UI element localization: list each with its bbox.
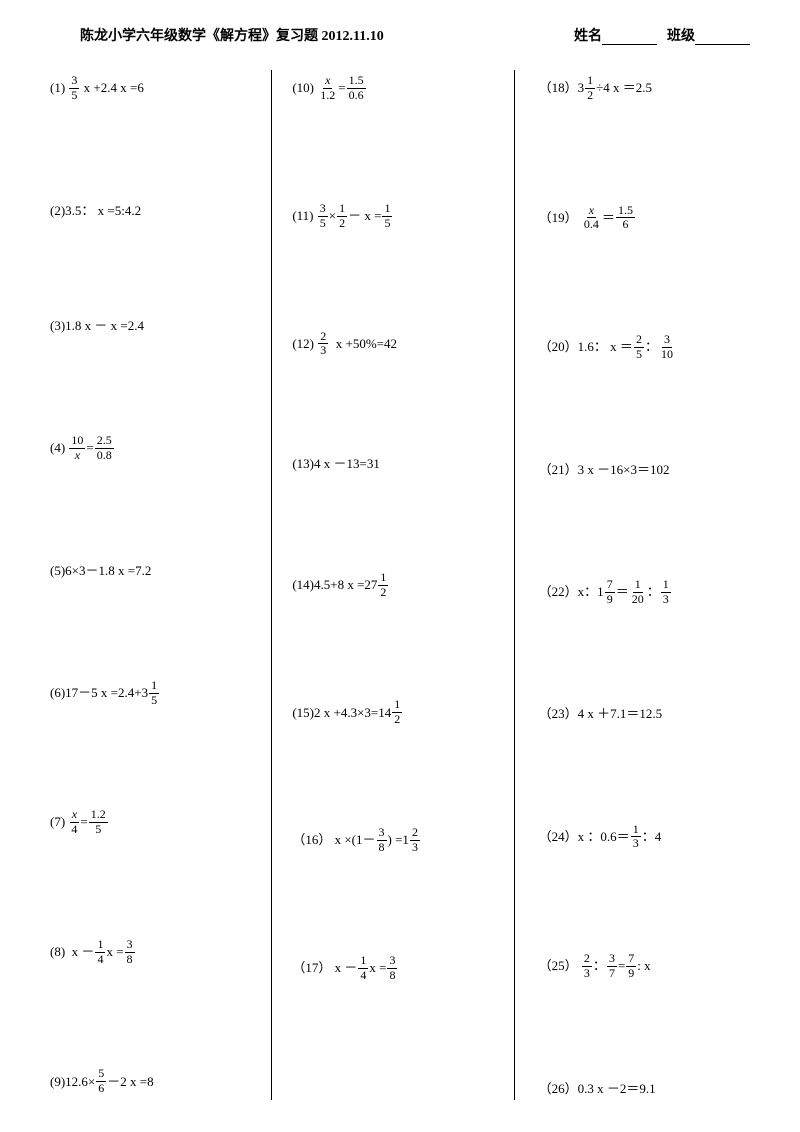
class-label: 班级 — [667, 29, 695, 44]
worksheet-body: (1) 35 x +2.4 x =6 (2)3.5： x =5:4.2 (3)1… — [50, 70, 760, 1100]
problem-15: (15)2 x +4.3×3=1412 — [292, 698, 505, 727]
problem-13: (13)4 x －13=31 — [292, 457, 505, 471]
column-1: (1) 35 x +2.4 x =6 (2)3.5： x =5:4.2 (3)1… — [50, 70, 272, 1100]
problem-3: (3)1.8 x － x =2.4 — [50, 319, 263, 333]
problem-11: (11) 35 × 12 － x = 15 — [292, 202, 505, 231]
problem-21: （21）3 x －16×3＝102 — [539, 463, 752, 477]
problem-24: （24）x ：0.6＝13：4 — [539, 823, 752, 852]
problem-1: (1) 35 x +2.4 x =6 — [50, 74, 263, 103]
student-info: 姓名 班级 — [574, 25, 750, 45]
problem-7: (7) x4 = 1.25 — [50, 808, 263, 837]
problem-20: （20）1.6： x ＝25： 310 — [539, 333, 752, 362]
problem-26: （26）0.3 x －2＝9.1 — [539, 1082, 752, 1096]
problem-8: (8) x － 14 x = 38 — [50, 938, 263, 967]
problem-10: (10) x1.2 = 1.50.6 — [292, 74, 505, 103]
worksheet-header: 陈龙小学六年级数学《解方程》复习题 2012.11.10 姓名 班级 — [50, 25, 760, 45]
worksheet-title: 陈龙小学六年级数学《解方程》复习题 2012.11.10 — [80, 25, 384, 45]
column-2: (10) x1.2 = 1.50.6 (11) 35 × 12 － x = 15… — [272, 70, 514, 1100]
problem-17: （17） x － 14 x = 38 — [292, 954, 505, 983]
name-blank — [602, 44, 657, 45]
problem-12: (12) 23 x +50%=42 — [292, 330, 505, 359]
problem-14: (14)4.5+8 x =2712 — [292, 571, 505, 600]
problem-4: (4) 10x = 2.50.8 — [50, 434, 263, 463]
problem-22: （22）x：179 ＝ 120： 13 — [539, 578, 752, 607]
problem-19: （19） x0.4 ＝ 1.56 — [539, 204, 752, 233]
problem-5: (5)6×3－1.8 x =7.2 — [50, 564, 263, 578]
problem-25: （25） 23： 37 = 79 : x — [539, 952, 752, 981]
problem-18: （18）312 ÷4 x ＝2.5 — [539, 74, 752, 103]
column-3: （18）312 ÷4 x ＝2.5 （19） x0.4 ＝ 1.56 （20）1… — [515, 70, 760, 1100]
problem-2: (2)3.5： x =5:4.2 — [50, 204, 263, 218]
problem-9: (9)12.6×56－2 x =8 — [50, 1067, 263, 1096]
problem-16: （16） x ×(1－38) =123 — [292, 826, 505, 855]
class-blank — [695, 44, 750, 45]
problem-23: （23）4 x ＋7.1＝12.5 — [539, 707, 752, 721]
name-label: 姓名 — [574, 29, 602, 44]
problem-6: (6)17－5 x =2.4+315 — [50, 679, 263, 708]
